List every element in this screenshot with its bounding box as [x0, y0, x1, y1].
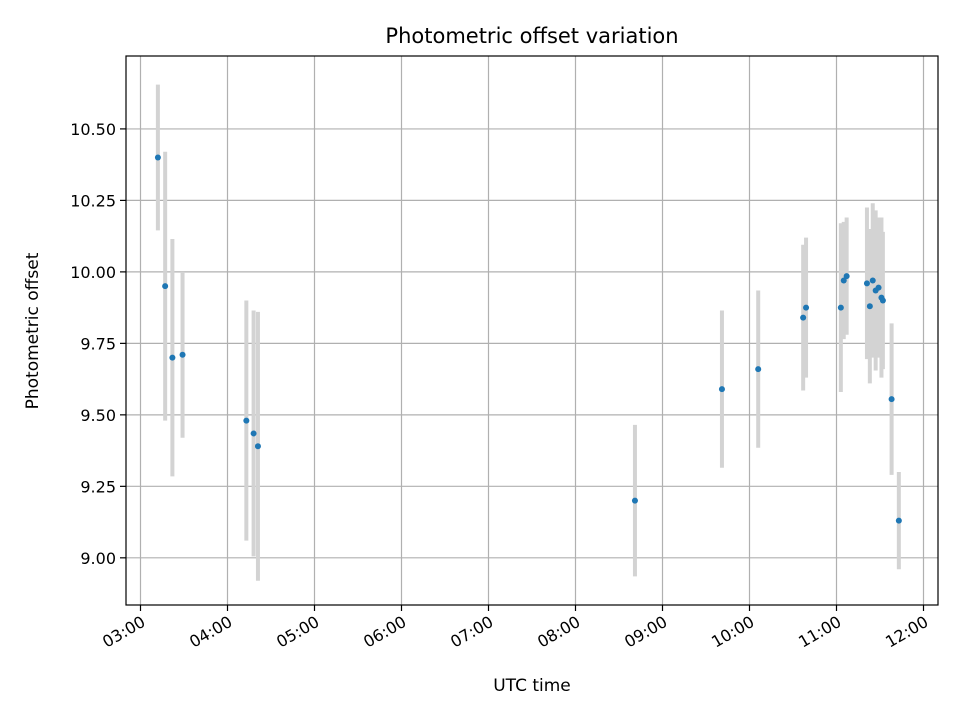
- data-point: [250, 430, 257, 437]
- data-point: [879, 297, 886, 304]
- data-point: [895, 517, 902, 524]
- y-tick-label: 10.00: [70, 263, 116, 282]
- y-axis: 9.00 9.25 9.50 9.75 10.00 10.25 10.50: [70, 120, 126, 568]
- data-point: [888, 396, 895, 403]
- x-axis-title: UTC time: [493, 676, 571, 696]
- y-axis-title: Photometric offset: [23, 252, 43, 409]
- y-tick-label: 10.50: [70, 120, 116, 139]
- data-point: [631, 497, 638, 504]
- data-point: [837, 304, 844, 311]
- plot-frame: [125, 55, 939, 606]
- y-tick-label: 9.00: [80, 549, 116, 568]
- data-point: [869, 277, 876, 284]
- data-point: [800, 314, 807, 321]
- data-point: [866, 303, 873, 310]
- data-point: [154, 154, 161, 161]
- data-point: [179, 351, 186, 358]
- data-point: [169, 354, 176, 361]
- data-point: [840, 277, 847, 284]
- data-point: [843, 273, 850, 280]
- data-points: [154, 154, 902, 524]
- y-tick-label: 9.25: [80, 477, 116, 496]
- y-tick-label: 9.75: [80, 334, 116, 353]
- data-point: [875, 284, 882, 291]
- data-point: [254, 443, 261, 450]
- data-point: [755, 366, 762, 373]
- data-point: [863, 280, 870, 287]
- data-point: [718, 386, 725, 393]
- chart-title: Photometric offset variation: [385, 24, 678, 48]
- data-point: [243, 417, 250, 424]
- y-tick-label: 9.50: [80, 406, 116, 425]
- data-point: [803, 304, 810, 311]
- data-point: [162, 283, 169, 290]
- y-tick-label: 10.25: [70, 191, 116, 210]
